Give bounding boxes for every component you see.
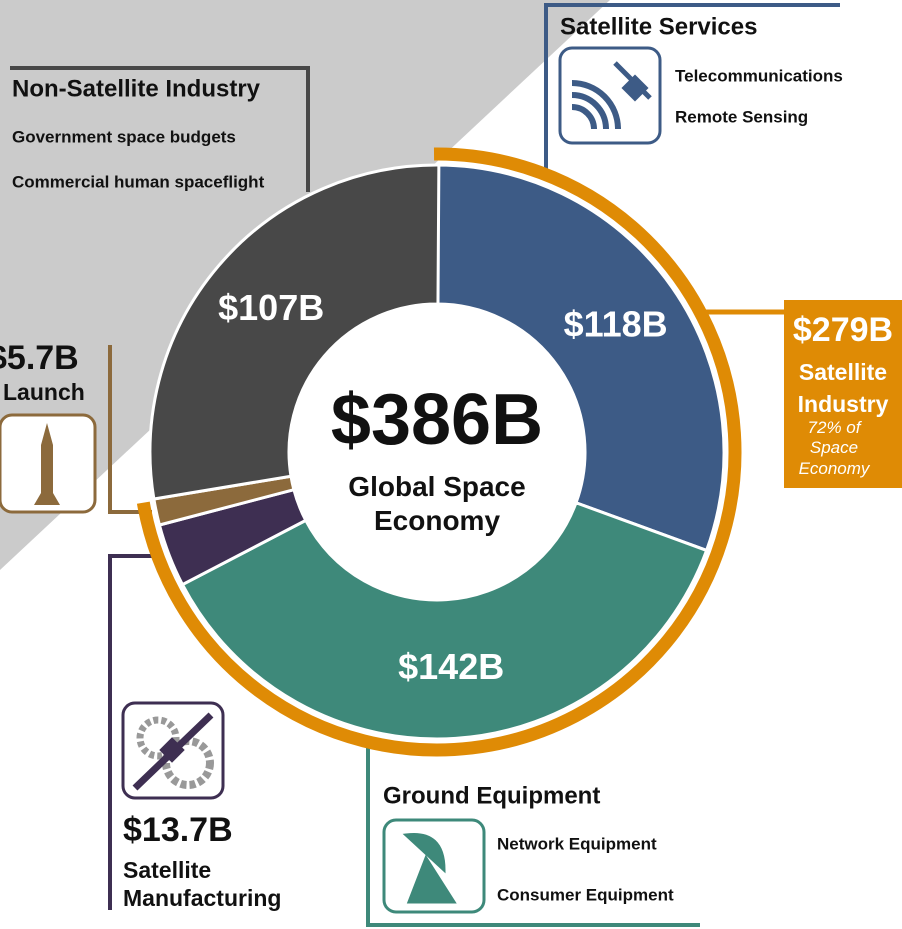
icon-gear bbox=[136, 716, 180, 760]
slice-value-label: $118B bbox=[564, 304, 668, 345]
highlight-name: Satellite Industry bbox=[797, 359, 889, 418]
icon-satellite bbox=[613, 61, 652, 102]
callout-item: Government space budgets bbox=[12, 127, 236, 146]
callout-title: Ground Equipment bbox=[383, 782, 600, 809]
callout-value-label: $13.7B bbox=[123, 811, 233, 849]
callout-line bbox=[108, 345, 152, 514]
icon-frame bbox=[382, 818, 486, 914]
callout-line bbox=[366, 745, 700, 927]
donut-hole bbox=[289, 304, 585, 600]
icon-wave bbox=[571, 92, 609, 130]
callout-item: Remote Sensing bbox=[675, 107, 808, 126]
callout-line bbox=[10, 66, 310, 192]
slice-value-label: $142B bbox=[398, 646, 504, 687]
highlight-box bbox=[784, 300, 902, 488]
highlight-arc bbox=[136, 147, 742, 757]
icon bbox=[0, 413, 97, 514]
icon-dish bbox=[402, 832, 457, 904]
callout-line bbox=[544, 3, 840, 172]
icon-satellite-body bbox=[159, 737, 185, 763]
callout-item: Consumer Equipment bbox=[497, 885, 674, 904]
icon-rocket bbox=[34, 423, 60, 505]
callout-title: Launch bbox=[3, 379, 85, 405]
icon-wave bbox=[571, 80, 621, 130]
callout-value-label: $5.7B bbox=[0, 339, 79, 377]
slice-value-label: $107B bbox=[218, 287, 324, 328]
callout-title: Non-Satellite Industry bbox=[12, 75, 261, 102]
icon-frame bbox=[558, 46, 662, 145]
callout-title: Satellite Services bbox=[560, 13, 757, 40]
callout-title: Satellite Manufacturing bbox=[123, 857, 282, 911]
highlight-note: 72% of Space Economy bbox=[798, 418, 870, 478]
icon bbox=[558, 46, 662, 145]
center-title: Global Space Economy bbox=[348, 471, 526, 536]
callout-item: Network Equipment bbox=[497, 834, 657, 853]
callout-item: Commercial human spaceflight bbox=[12, 172, 265, 191]
callout-item: Telecommunications bbox=[675, 66, 843, 85]
icon-wave bbox=[571, 104, 597, 130]
highlight-value: $279B bbox=[792, 311, 894, 349]
callout-line bbox=[108, 554, 160, 910]
total-label: $386B bbox=[331, 380, 543, 460]
icon bbox=[121, 701, 225, 800]
icon bbox=[382, 818, 486, 914]
